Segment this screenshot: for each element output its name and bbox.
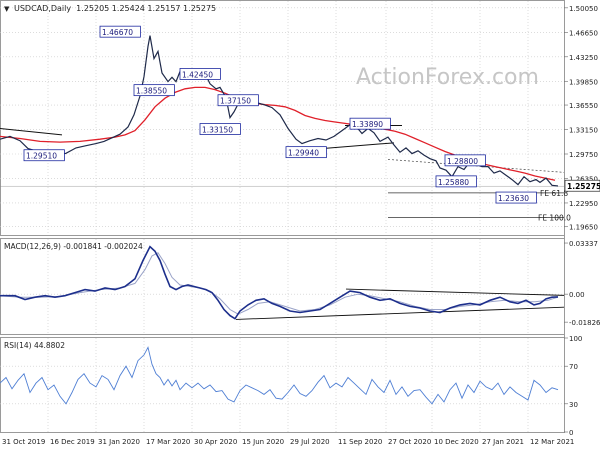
price-plot: 1.46670 1.38550 1.42450 1.37150 1.33150 1.295… bbox=[0, 25, 571, 222]
x-tick-label: 27 Jan 2021 bbox=[482, 438, 524, 446]
price-axis-label: 1.43250 bbox=[569, 54, 598, 62]
rsi-axis-label: 0 bbox=[569, 429, 573, 437]
x-tick-label: 31 Jan 2020 bbox=[98, 438, 140, 446]
price-annotation-label: FE 100.0 bbox=[538, 213, 571, 222]
price-axis-label: 1.50050 bbox=[569, 5, 598, 13]
price-axis-label: 1.39850 bbox=[569, 78, 598, 86]
price-annotation-label: 1.33150 bbox=[202, 126, 233, 135]
price-annotation-label: 1.23630 bbox=[498, 194, 529, 203]
x-tick-label: 11 Sep 2020 bbox=[338, 438, 382, 446]
x-tick-label: 15 Jun 2020 bbox=[242, 438, 284, 446]
price-annotation-label: 1.29940 bbox=[288, 149, 319, 158]
price-annotation-box bbox=[23, 149, 65, 162]
moving-average-line bbox=[0, 86, 556, 181]
price-annotation-label: 1.33890 bbox=[352, 120, 383, 129]
price-axis-label: 1.19650 bbox=[569, 224, 598, 232]
x-tick-label: 31 Oct 2019 bbox=[2, 438, 45, 446]
rsi-axis-label: 70 bbox=[569, 363, 578, 371]
x-tick-label: 29 Jul 2020 bbox=[290, 438, 330, 446]
price-annotation-label: FE 61.8 bbox=[540, 189, 568, 198]
rsi-axis-label: 100 bbox=[569, 335, 582, 343]
price-axis-label: 1.33150 bbox=[569, 127, 598, 135]
price-annotation-label: 1.25880 bbox=[438, 178, 469, 187]
dropdown-arrow-icon[interactable]: ▼ bbox=[4, 5, 10, 13]
price-annotation-box bbox=[217, 94, 259, 107]
price-axis-label: 1.46650 bbox=[569, 29, 598, 37]
macd-trend-line bbox=[345, 288, 565, 296]
macd-axis-label: -0.018262 bbox=[569, 319, 600, 327]
rsi-axis-label: 30 bbox=[569, 401, 578, 409]
price-annotation-box bbox=[349, 117, 391, 130]
chart-symbol-info: USDCAD,Daily 1.25205 1.25424 1.25157 1.2… bbox=[14, 4, 216, 13]
rsi-line bbox=[0, 346, 559, 405]
macd-plot bbox=[0, 245, 565, 320]
macd-signal-line bbox=[0, 252, 559, 315]
price-annotation-box bbox=[133, 84, 175, 97]
price-annotation-label: 1.29510 bbox=[26, 152, 57, 161]
macd-axis-label: 0.00 bbox=[569, 291, 585, 299]
x-tick-label: 16 Dec 2019 bbox=[50, 438, 95, 446]
x-tick-label: 17 Mar 2020 bbox=[146, 438, 190, 446]
price-annotation-label: 1.37150 bbox=[220, 97, 251, 106]
trend-line bbox=[0, 127, 63, 136]
watermark: ActionForex.com bbox=[356, 65, 539, 90]
price-annotation-box bbox=[444, 154, 486, 167]
macd-axis-label: 0.03337 bbox=[569, 240, 598, 248]
axis-labels: 31 Oct 2019 16 Dec 2019 31 Jan 2020 17 Mar … bbox=[2, 5, 600, 446]
price-annotation-box bbox=[99, 25, 141, 38]
price-axis-label: 1.26350 bbox=[569, 175, 598, 183]
price-axis-label: 1.36550 bbox=[569, 102, 598, 110]
price-axis-label: 1.22950 bbox=[569, 200, 598, 208]
price-axis-label: 1.29750 bbox=[569, 151, 598, 159]
price-annotation-label: 1.46670 bbox=[102, 28, 133, 37]
last-price-box bbox=[564, 179, 600, 192]
price-annotation-label: 1.28800 bbox=[447, 157, 478, 166]
macd-trend-line bbox=[235, 306, 565, 320]
macd-line bbox=[0, 245, 559, 320]
x-tick-label: 12 Mar 2021 bbox=[530, 438, 574, 446]
price-annotation-box bbox=[285, 146, 327, 159]
x-tick-label: 27 Oct 2020 bbox=[388, 438, 431, 446]
price-annotation-box bbox=[179, 68, 221, 80]
rsi-title: RSI(14) 44.8802 bbox=[4, 341, 65, 350]
rsi-plot bbox=[0, 346, 564, 405]
price-annotation-box bbox=[495, 191, 537, 204]
x-tick-label: 10 Dec 2020 bbox=[434, 438, 479, 446]
macd-title: MACD(12,26,9) -0.001841 -0.002024 bbox=[4, 242, 143, 251]
price-annotation-label: 1.42450 bbox=[182, 70, 213, 79]
price-annotation-label: 1.38550 bbox=[136, 87, 167, 96]
price-annotation-box bbox=[199, 123, 241, 135]
x-tick-label: 30 Apr 2020 bbox=[194, 438, 237, 446]
rsi-panel-frame bbox=[0, 337, 565, 433]
price-annotation-box bbox=[435, 175, 477, 188]
last-price-label: 1.25275 bbox=[567, 182, 600, 191]
